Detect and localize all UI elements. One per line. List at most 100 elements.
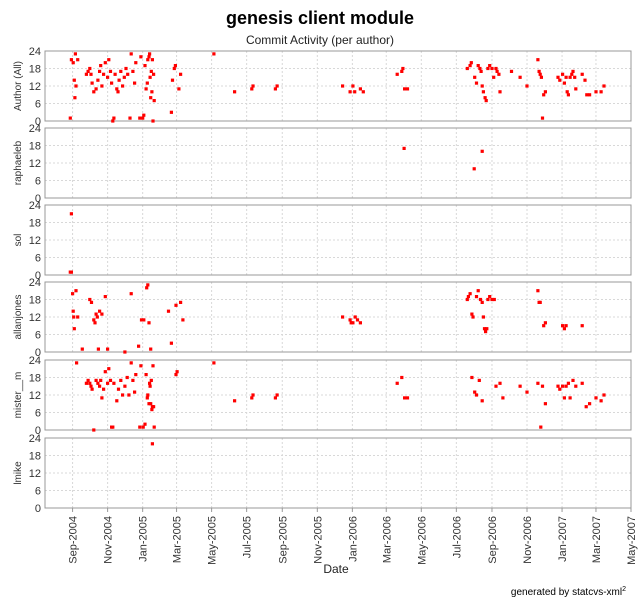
author-label: mister__m: [13, 372, 24, 419]
y-tick-label: 24: [29, 46, 41, 58]
commit-point: [401, 66, 405, 71]
x-tick-label: Mar-2007: [591, 516, 603, 563]
commit-point: [88, 297, 92, 302]
commit-point: [147, 321, 151, 325]
commit-point: [348, 318, 352, 322]
x-tick-label: Sep-2004: [68, 516, 80, 564]
y-tick-label: 0: [35, 347, 41, 359]
x-axis: Sep-2004 Nov-2004 Jan-2005 Mar-2005 May-2005…: [68, 508, 638, 565]
commit-point: [584, 405, 588, 409]
commit-point: [478, 297, 483, 302]
commit-point: [100, 396, 104, 400]
commit-point: [134, 61, 138, 65]
commit-point: [351, 84, 355, 88]
commit-point: [395, 72, 399, 76]
commit-point: [74, 289, 78, 293]
commit-point: [86, 69, 90, 73]
commit-point: [122, 75, 126, 79]
commit-point: [150, 442, 154, 446]
commit-point: [540, 384, 545, 388]
commit-point: [358, 321, 362, 325]
x-tick-label: Jan-2006: [347, 516, 359, 562]
commit-point: [129, 292, 133, 296]
commit-point: [474, 295, 479, 299]
commit-point: [119, 69, 123, 73]
commit-point: [106, 347, 110, 351]
commit-point: [480, 399, 484, 403]
commit-point: [594, 396, 598, 400]
commit-point: [565, 90, 569, 94]
commit-point: [561, 384, 565, 388]
commit-point: [556, 75, 560, 79]
commit-point: [169, 341, 173, 345]
commit-point: [84, 72, 88, 76]
y-tick-label: 6: [35, 486, 41, 498]
commit-point: [141, 116, 145, 120]
chart-title: genesis client module: [226, 8, 414, 28]
commit-point: [525, 390, 529, 394]
commit-point: [72, 315, 76, 319]
commit-point: [564, 75, 568, 79]
author-label: sol: [13, 234, 24, 247]
commit-point: [361, 90, 365, 94]
commit-point: [477, 378, 481, 382]
commit-point: [484, 99, 488, 103]
commit-point: [146, 283, 150, 287]
x-tick-label: Nov-2004: [103, 516, 115, 564]
commit-point: [465, 66, 469, 71]
commit-point: [599, 399, 603, 403]
commit-point: [121, 393, 125, 397]
commit-point: [468, 292, 472, 296]
commit-point: [251, 84, 255, 88]
commit-point: [349, 321, 353, 325]
footer-superscript: 2: [622, 586, 626, 593]
commit-point: [501, 396, 505, 400]
commit-point: [562, 81, 566, 85]
commit-point: [76, 58, 80, 62]
y-tick-label: 0: [35, 425, 41, 437]
commit-point: [116, 90, 120, 94]
commit-point: [494, 66, 498, 71]
commit-point: [143, 64, 147, 68]
commit-point: [113, 72, 117, 76]
commit-point: [177, 87, 181, 91]
commit-point: [149, 378, 153, 382]
commit-point: [539, 75, 543, 79]
x-tick-label: Mar-2005: [172, 516, 184, 563]
commit-point: [580, 72, 584, 76]
commit-point: [148, 52, 152, 56]
commit-point: [151, 119, 155, 123]
commit-point: [148, 75, 152, 79]
commit-point: [469, 61, 473, 65]
commit-point: [89, 72, 93, 76]
y-tick-label: 6: [35, 176, 41, 188]
commit-point: [568, 75, 572, 79]
commit-point: [562, 327, 566, 331]
panel-mister-m: 0 6 12 18 24 mister__m: [13, 355, 632, 437]
commit-point: [495, 69, 499, 73]
x-tick-label: Mar-2006: [381, 516, 393, 563]
commit-point: [149, 347, 153, 351]
chart-subtitle: Commit Activity (per author): [246, 33, 394, 47]
x-tick-label: May-2007: [626, 516, 638, 565]
commit-point: [146, 58, 150, 62]
commit-point: [543, 321, 547, 325]
commit-point: [485, 327, 489, 331]
commit-point: [556, 384, 560, 388]
commit-point: [481, 315, 485, 319]
commit-point: [472, 167, 476, 171]
commit-point: [490, 297, 494, 302]
commit-point: [138, 116, 142, 120]
commit-point: [129, 361, 133, 365]
commit-point: [518, 75, 522, 79]
commit-point: [125, 375, 129, 380]
commit-point: [476, 289, 480, 293]
commit-point: [149, 96, 153, 100]
commit-point: [80, 347, 84, 351]
commit-point: [139, 318, 144, 322]
author-label: raphaeleb: [13, 140, 24, 185]
commit-point: [570, 72, 574, 76]
x-tick-label: Nov-2006: [522, 516, 534, 564]
commit-point: [92, 428, 96, 432]
